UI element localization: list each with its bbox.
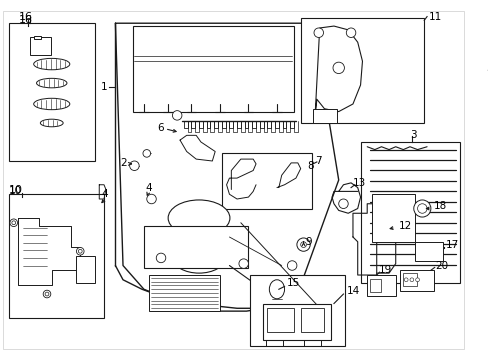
Circle shape xyxy=(146,194,156,204)
Bar xyxy=(143,226,248,268)
Circle shape xyxy=(296,238,309,251)
Text: 4: 4 xyxy=(101,189,107,199)
Ellipse shape xyxy=(37,78,67,88)
Circle shape xyxy=(156,253,165,263)
Text: 19: 19 xyxy=(378,265,391,275)
Ellipse shape xyxy=(34,98,70,110)
Circle shape xyxy=(172,111,182,120)
Bar xyxy=(30,37,51,55)
Circle shape xyxy=(300,242,306,247)
Bar xyxy=(371,194,414,242)
Circle shape xyxy=(129,161,139,171)
Bar xyxy=(9,194,104,318)
Circle shape xyxy=(404,278,407,282)
Bar xyxy=(75,256,94,283)
Circle shape xyxy=(76,247,84,255)
Bar xyxy=(369,279,381,292)
Circle shape xyxy=(332,62,344,73)
Circle shape xyxy=(45,292,49,296)
Bar xyxy=(403,273,416,287)
Bar xyxy=(360,142,459,283)
Text: 6: 6 xyxy=(157,123,163,133)
Text: 7: 7 xyxy=(314,156,321,166)
Ellipse shape xyxy=(173,243,224,273)
Text: 17: 17 xyxy=(445,240,458,249)
Text: 4: 4 xyxy=(145,183,152,193)
Ellipse shape xyxy=(168,200,229,236)
Circle shape xyxy=(78,249,82,253)
Bar xyxy=(262,303,330,339)
Text: 3: 3 xyxy=(409,130,416,140)
Text: 8: 8 xyxy=(307,161,313,171)
Bar xyxy=(9,23,94,161)
Bar xyxy=(250,275,345,346)
Circle shape xyxy=(346,28,355,37)
Bar xyxy=(148,275,220,311)
Circle shape xyxy=(415,278,419,282)
Circle shape xyxy=(417,204,426,213)
Text: 10: 10 xyxy=(9,185,23,195)
Circle shape xyxy=(10,219,18,226)
Text: 13: 13 xyxy=(352,178,366,188)
Text: 12: 12 xyxy=(398,221,411,231)
Text: 16: 16 xyxy=(19,12,32,22)
Bar xyxy=(267,308,293,332)
Ellipse shape xyxy=(269,280,284,299)
Bar xyxy=(222,153,311,208)
Bar xyxy=(34,36,41,39)
Circle shape xyxy=(413,200,430,217)
Text: 10: 10 xyxy=(9,186,22,197)
Ellipse shape xyxy=(41,119,63,127)
Circle shape xyxy=(409,278,413,282)
Text: 2: 2 xyxy=(120,158,126,168)
Circle shape xyxy=(142,150,150,157)
Text: 9: 9 xyxy=(305,237,311,247)
Bar xyxy=(312,109,336,123)
Ellipse shape xyxy=(34,58,70,70)
Circle shape xyxy=(287,261,296,270)
Circle shape xyxy=(313,28,323,37)
Text: 14: 14 xyxy=(346,286,359,296)
Bar xyxy=(300,18,424,123)
Text: 16: 16 xyxy=(19,15,32,25)
Text: 20: 20 xyxy=(435,261,448,270)
Bar xyxy=(366,275,395,296)
Text: 15: 15 xyxy=(286,278,299,288)
Bar xyxy=(414,242,442,261)
Circle shape xyxy=(43,290,51,298)
Circle shape xyxy=(12,221,16,225)
Text: 11: 11 xyxy=(428,12,441,22)
Text: 18: 18 xyxy=(433,201,446,211)
Text: 5: 5 xyxy=(485,63,488,73)
Bar xyxy=(132,26,293,112)
Bar xyxy=(400,270,433,291)
Circle shape xyxy=(338,199,347,208)
Text: 1: 1 xyxy=(101,82,107,92)
Bar xyxy=(300,308,324,332)
Circle shape xyxy=(239,259,248,268)
